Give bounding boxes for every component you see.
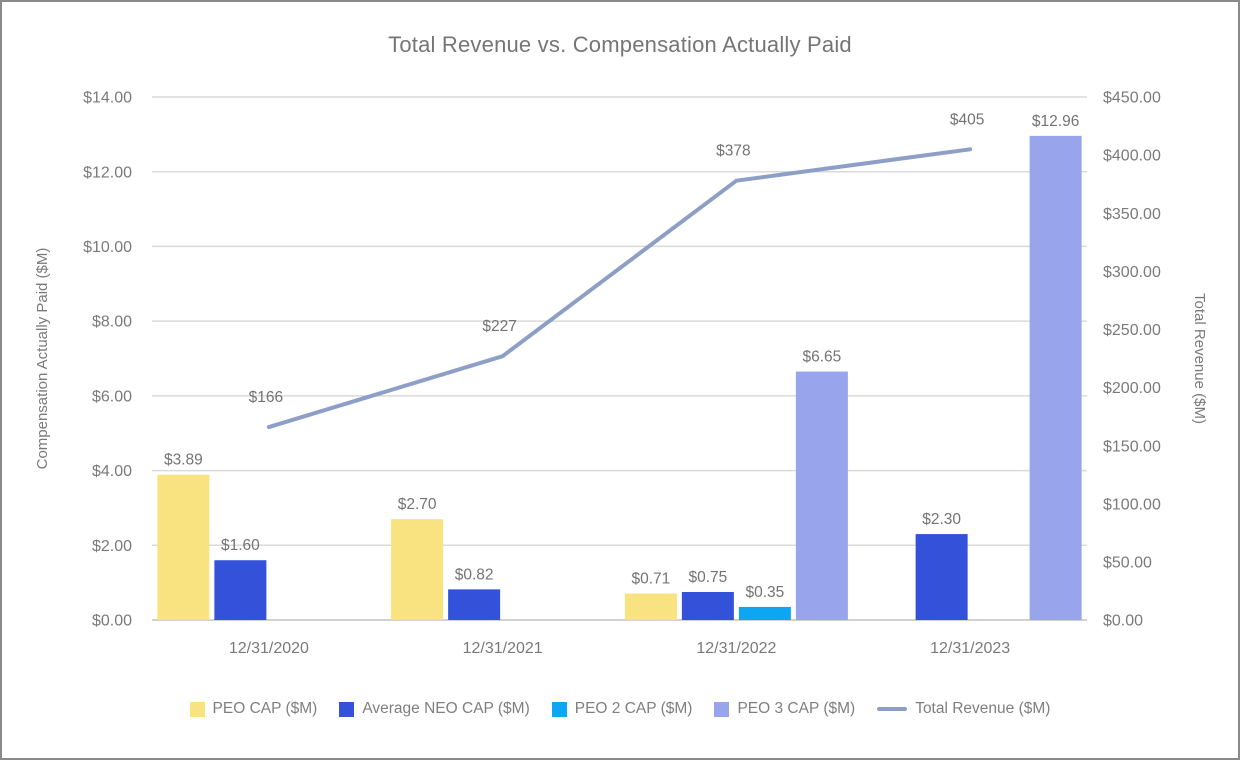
x-axis-category-label: 12/31/2022 xyxy=(696,640,776,657)
bar-2 xyxy=(681,591,734,620)
revenue-line xyxy=(266,147,973,430)
line-data-label: $378 xyxy=(716,143,750,160)
legend-item: Total Revenue ($M) xyxy=(877,700,1050,718)
bar-data-label: $2.70 xyxy=(398,496,437,513)
right-axis-tick-label: $450.00 xyxy=(1103,90,1161,107)
bar-2 xyxy=(214,560,267,620)
right-axis-tick-label: $400.00 xyxy=(1103,148,1161,165)
left-axis-tick-label: $0.00 xyxy=(92,613,132,630)
bar-1 xyxy=(391,519,444,620)
left-axis-tick-label: $6.00 xyxy=(92,388,132,405)
legend-item: PEO CAP ($M) xyxy=(189,700,318,718)
legend-swatch-icon xyxy=(189,701,205,717)
legend-line-icon xyxy=(877,707,908,711)
chart-legend: PEO CAP ($M) Average NEO CAP ($M) PEO 2 CA… xyxy=(2,700,1238,718)
right-axis-tick-label: $0.00 xyxy=(1103,613,1143,630)
legend-label: Average NEO CAP ($M) xyxy=(362,700,530,717)
legend-label: PEO CAP ($M) xyxy=(212,700,318,717)
x-axis-category-label: 12/31/2023 xyxy=(930,640,1010,657)
right-axis-tick-label: $50.00 xyxy=(1103,554,1152,571)
legend-swatch-icon xyxy=(551,701,567,717)
bar-3 xyxy=(738,606,791,620)
bar-1 xyxy=(157,474,210,620)
bar-data-label: $0.35 xyxy=(745,584,784,601)
chart-title: Total Revenue vs. Compensation Actually … xyxy=(388,32,852,57)
bar-data-label: $1.60 xyxy=(221,537,260,554)
legend-item: Average NEO CAP ($M) xyxy=(339,700,530,718)
bar-data-label: $6.65 xyxy=(802,349,841,366)
legend-label: PEO 3 CAP ($M) xyxy=(737,700,856,717)
right-axis-tick-label: $300.00 xyxy=(1103,264,1161,281)
right-axis-tick-label: $150.00 xyxy=(1103,438,1161,455)
legend-item: PEO 3 CAP ($M) xyxy=(714,700,855,718)
legend-swatch-icon xyxy=(339,701,355,717)
bar-data-label: $0.71 xyxy=(631,570,670,587)
left-axis-tick-label: $2.00 xyxy=(92,538,132,555)
legend-swatch-icon xyxy=(714,701,730,717)
right-axis-tick-label: $200.00 xyxy=(1103,380,1161,397)
line-data-label: $227 xyxy=(482,318,516,335)
bar-1 xyxy=(624,593,677,620)
left-axis-tick-label: $12.00 xyxy=(83,164,132,181)
legend-label: Total Revenue ($M) xyxy=(915,700,1051,717)
right-axis-tick-label: $350.00 xyxy=(1103,206,1161,223)
bar-data-label: $12.96 xyxy=(1032,113,1079,130)
x-axis-category-label: 12/31/2021 xyxy=(463,640,543,657)
left-axis-tick-label: $14.00 xyxy=(83,90,132,107)
right-axis-title: Total Revenue ($M) xyxy=(1191,293,1208,424)
left-axis-tick-label: $8.00 xyxy=(92,314,132,331)
bar-2 xyxy=(915,534,968,620)
bar-4 xyxy=(1029,135,1082,620)
left-axis-title: Compensation Actually Paid ($M) xyxy=(34,248,51,470)
right-axis-tick-label: $100.00 xyxy=(1103,496,1161,513)
x-axis-category-label: 12/31/2020 xyxy=(229,640,309,657)
bar-data-label: $0.75 xyxy=(688,569,727,586)
bar-data-label: $2.30 xyxy=(922,511,961,528)
bar-data-label: $3.89 xyxy=(164,452,203,469)
left-axis-tick-label: $10.00 xyxy=(83,239,132,256)
bar-data-label: $0.82 xyxy=(455,566,494,583)
legend-item: PEO 2 CAP ($M) xyxy=(551,700,693,718)
legend-label: PEO 2 CAP ($M) xyxy=(574,700,693,717)
right-axis-tick-label: $250.00 xyxy=(1103,322,1161,339)
left-axis-tick-label: $4.00 xyxy=(92,463,132,480)
line-data-label: $405 xyxy=(950,111,984,128)
bar-4 xyxy=(795,371,848,620)
bar-2 xyxy=(448,589,501,620)
line-data-label: $166 xyxy=(249,389,283,406)
